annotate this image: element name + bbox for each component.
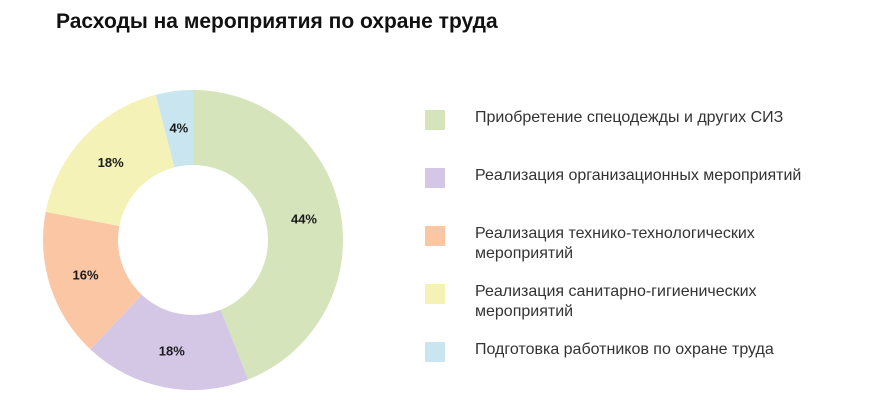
legend-swatch-1 bbox=[425, 110, 445, 130]
legend-label-3: Реализация технико-технологических мероп… bbox=[475, 225, 755, 262]
slice-5-value-label: 4% bbox=[169, 120, 188, 135]
legend-swatch-5 bbox=[425, 342, 445, 362]
chart-title: Расходы на мероприятия по охране труда bbox=[56, 10, 498, 33]
legend-item-4: Реализация санитарно-гигиенических мероп… bbox=[425, 274, 845, 332]
legend-swatch-4 bbox=[425, 284, 445, 304]
slice-3-value-label: 16% bbox=[73, 267, 99, 282]
slice-5 bbox=[155, 90, 193, 168]
slice-1 bbox=[193, 90, 344, 380]
slice-1-value-label: 44% bbox=[291, 211, 317, 226]
legend-label-4: Реализация санитарно-гигиенических мероп… bbox=[475, 283, 757, 320]
legend-swatch-2 bbox=[425, 168, 445, 188]
slice-3 bbox=[43, 211, 142, 350]
slice-4-value-label: 18% bbox=[98, 155, 124, 170]
legend-label-5: Подготовка работников по охране труда bbox=[475, 341, 774, 358]
legend-label-2: Реализация организационных мероприятий bbox=[475, 167, 802, 184]
legend-item-1: Приобретение спецодежды и других СИЗ bbox=[425, 100, 845, 158]
chart-legend: Приобретение спецодежды и других СИЗ Реал… bbox=[425, 100, 845, 390]
legend-label-1: Приобретение спецодежды и других СИЗ bbox=[475, 109, 784, 126]
legend-item-3: Реализация технико-технологических мероп… bbox=[425, 216, 845, 274]
slice-2 bbox=[90, 294, 249, 391]
slice-2-value-label: 18% bbox=[159, 343, 185, 358]
legend-swatch-3 bbox=[425, 226, 445, 246]
slice-4 bbox=[45, 94, 175, 226]
legend-item-2: Реализация организационных мероприятий bbox=[425, 158, 845, 216]
legend-item-5: Подготовка работников по охране труда bbox=[425, 332, 845, 390]
